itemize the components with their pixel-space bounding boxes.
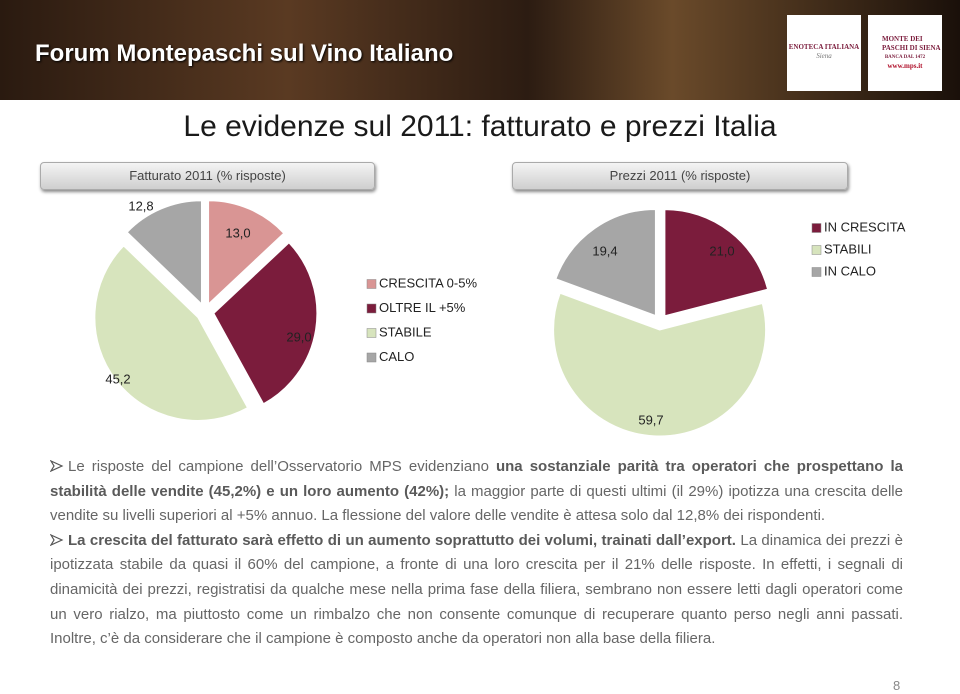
- logo-text: www.mps.it: [887, 62, 923, 70]
- text-run: La crescita del fatturato sarà effetto d…: [68, 531, 736, 549]
- text-run: La dinamica dei prezzi è ipotizzata stab…: [50, 531, 903, 648]
- legend-swatch: [366, 279, 377, 289]
- logo: MONTE DEI PASCHI DI SIENA BANCA DAL 1472…: [868, 15, 942, 91]
- data-label: 29,0: [286, 329, 311, 344]
- legend-swatch: [366, 352, 377, 363]
- legend-label: CALO: [379, 349, 414, 364]
- data-label: 19,4: [592, 243, 617, 258]
- text-run: una sostanziale parità tra operatori che…: [50, 458, 903, 500]
- legend-swatch: [811, 267, 822, 277]
- logo-text: ENOTECA ITALIANA: [788, 43, 860, 51]
- header-title: Forum Montepaschi sul Vino Italiano: [35, 40, 454, 67]
- text-run: Le risposte del campione dell’Osservator…: [68, 458, 496, 475]
- legend-label: STABILI: [824, 241, 871, 256]
- logo: ENOTECA ITALIANA Siena: [787, 15, 861, 91]
- legend-swatch: [811, 245, 822, 255]
- pie-slice: [213, 242, 318, 405]
- bullet-paragraph: La crescita del fatturato sarà effetto d…: [50, 529, 903, 652]
- data-label: 59,7: [638, 412, 663, 427]
- logo-text: Siena: [816, 52, 832, 60]
- panel-title: Prezzi 2011 (% risposte): [512, 162, 848, 190]
- charts: 13,0 29,0 45,2 12,8 CRESCITA 0-5% OLTRE IL +5…: [94, 198, 906, 437]
- pie-slice: [553, 292, 767, 437]
- text-run: la maggior parte di questi ultimi (il 29…: [50, 482, 903, 525]
- pie-slice: [126, 200, 202, 305]
- pie-slice: [208, 200, 285, 305]
- data-label: 13,0: [225, 225, 250, 240]
- data-label: 12,8: [128, 198, 153, 213]
- legend-label: IN CALO: [824, 263, 876, 278]
- logo-text: BANCA DAL 1472: [884, 55, 926, 60]
- data-label: 45,2: [105, 371, 130, 386]
- data-label: 21,0: [709, 243, 734, 258]
- legend-label: OLTRE IL +5%: [379, 300, 466, 315]
- legend-swatch: [811, 223, 822, 233]
- legend-label: CRESCITA 0-5%: [379, 275, 477, 290]
- legend-swatch: [366, 303, 377, 314]
- panel-title: Fatturato 2011 (% risposte): [40, 162, 375, 190]
- logo-text: MONTE DEI PASCHI DI SIENA: [882, 35, 941, 52]
- header: Forum Montepaschi sul Vino Italiano ENOT…: [0, 0, 960, 100]
- pie-slice: [555, 208, 656, 317]
- legend-label: IN CRESCITA: [824, 219, 906, 234]
- slide-title: Le evidenze sul 2011: fatturato e prezzi…: [183, 110, 777, 143]
- page-number: 8: [893, 678, 901, 693]
- bullet-arrow: [50, 533, 64, 546]
- legend-swatch: [366, 328, 377, 338]
- body-text: Le risposte del campione dell’Osservator…: [50, 455, 903, 652]
- bullet-arrow: [50, 460, 64, 472]
- pie-slice: [664, 209, 769, 317]
- pie-slice: [94, 245, 249, 421]
- legend-label: STABILE: [379, 324, 432, 339]
- bullet-paragraph: Le risposte del campione dell’Osservator…: [50, 455, 903, 529]
